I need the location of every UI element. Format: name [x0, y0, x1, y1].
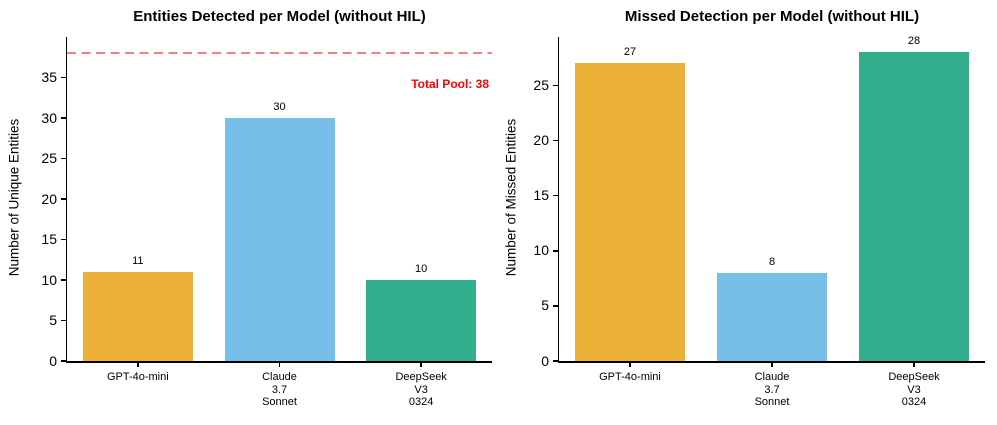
x-tick-mark [420, 362, 422, 367]
y-tick-label: 5 [541, 297, 549, 314]
bar-claude [717, 272, 827, 361]
y-tick-label: 5 [49, 312, 57, 328]
x-tick-mark [913, 362, 915, 367]
y-tick-label: 35 [41, 69, 57, 85]
y-tick-mark [553, 139, 558, 142]
y-tick-mark [553, 250, 558, 252]
x-tick-mark [771, 362, 773, 367]
x-category-label: GPT-4o-mini [599, 371, 661, 383]
x-category-label: Claude 3.7 Sonnet [754, 371, 790, 408]
x-category-label: GPT-4o-mini [106, 371, 169, 383]
chart-title: Missed Detection per Model (without HIL) [624, 8, 920, 25]
x-category-label: DeepSeek V3 0324 [888, 371, 940, 408]
bar-value-label: 8 [768, 255, 776, 268]
y-tick-mark [61, 157, 66, 160]
chart-entities-detected: Entities Detected per Model (without HIL… [0, 0, 497, 425]
bar-gpt-4o-mini [575, 63, 685, 361]
x-tick-mark [278, 362, 281, 367]
bar-value-label: 27 [623, 46, 637, 59]
x-category-label: DeepSeek V3 0324 [395, 371, 447, 408]
y-tick-mark [61, 117, 66, 119]
bar-value-label: 10 [415, 263, 428, 275]
y-tick-label: 25 [533, 76, 549, 93]
y-tick-label: 15 [533, 187, 549, 204]
y-tick-mark [553, 194, 558, 197]
y-axis-spine [557, 37, 559, 363]
y-tick-label: 0 [541, 352, 549, 369]
bar-value-label: 11 [132, 254, 144, 267]
bar-deepseek [366, 280, 477, 361]
y-tick-mark [553, 360, 558, 362]
bar-value-label: 30 [273, 101, 286, 113]
y-tick-label: 0 [49, 352, 57, 369]
bar-deepseek [859, 52, 969, 361]
y-tick-label: 30 [41, 109, 57, 126]
y-axis-spine [65, 37, 67, 363]
y-tick-mark [61, 76, 66, 79]
y-tick-mark [61, 279, 66, 281]
y-tick-mark [61, 198, 66, 200]
chart-title: Entities Detected per Model (without HIL… [133, 8, 426, 25]
total-pool-dashed-line [67, 52, 492, 55]
y-tick-label: 20 [533, 132, 549, 149]
chart-missed-detection: Missed Detection per Model (without HIL)… [497, 0, 997, 425]
bar-value-label: 28 [907, 35, 921, 48]
y-tick-mark [61, 238, 66, 241]
y-tick-label: 10 [41, 271, 57, 288]
y-tick-label: 10 [533, 242, 549, 259]
x-category-label: Claude 3.7 Sonnet [262, 371, 297, 408]
y-tick-label: 15 [41, 231, 57, 247]
bar-gpt-4o-mini [82, 271, 193, 361]
y-tick-label: 25 [41, 150, 57, 166]
x-tick-mark [137, 362, 139, 367]
x-axis-spine [65, 361, 492, 363]
total-pool-annotation: Total Pool: 38 [411, 77, 489, 91]
y-tick-mark [61, 319, 66, 322]
bar-claude [224, 118, 335, 361]
y-tick-label: 20 [41, 190, 57, 207]
x-axis-spine [557, 361, 985, 363]
x-tick-mark [629, 362, 631, 367]
y-tick-mark [553, 305, 558, 307]
y-tick-mark [61, 360, 66, 362]
y-tick-mark [553, 84, 558, 87]
